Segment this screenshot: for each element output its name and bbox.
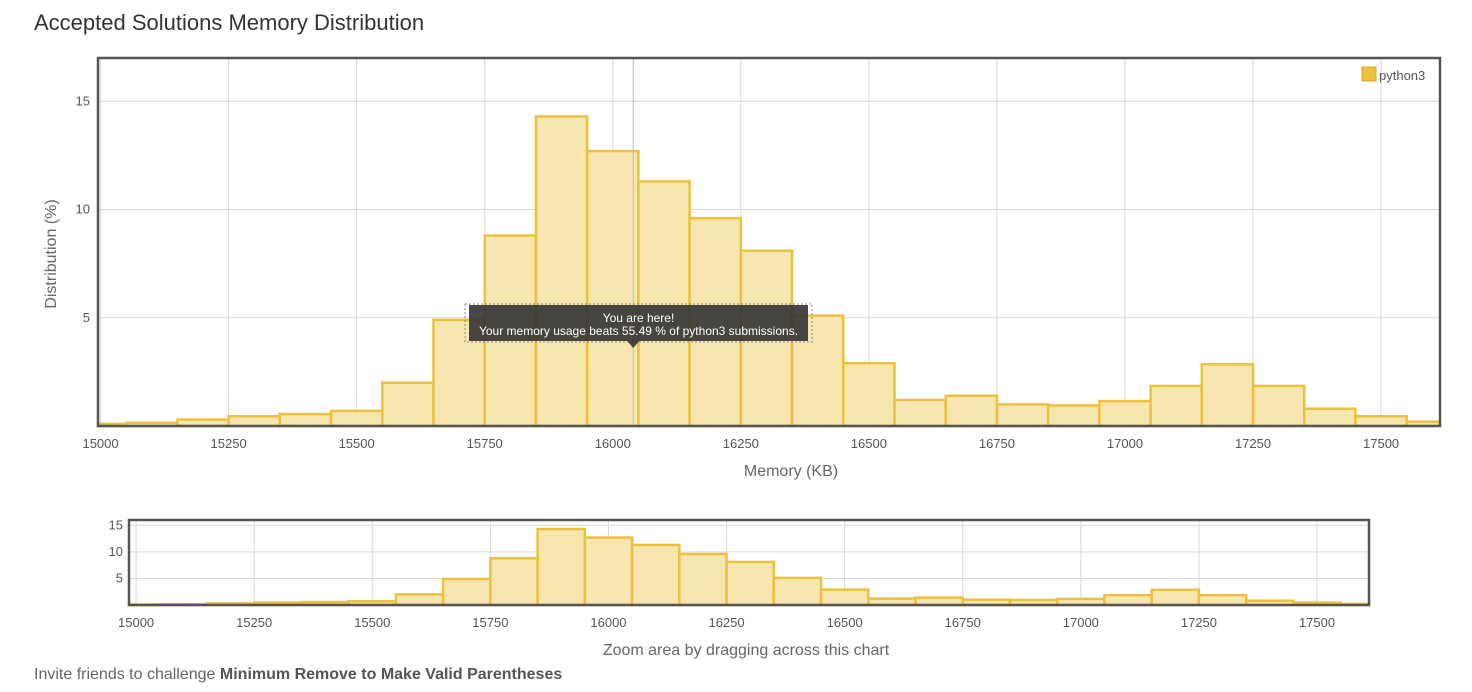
legend-label[interactable]: python3	[1379, 68, 1425, 83]
tooltip-line-2: Your memory usage beats 55.49 % of pytho…	[479, 324, 798, 338]
y-tick-label: 5	[83, 310, 90, 325]
tooltip-pointer	[627, 341, 640, 348]
nav-x-tick-label: 16000	[590, 615, 626, 630]
legend-swatch[interactable]	[1361, 66, 1377, 82]
nav-y-tick-label: 5	[116, 570, 123, 585]
x-tick-label: 17250	[1235, 436, 1271, 451]
nav-histogram-bar	[867, 597, 917, 607]
memory-distribution-chart[interactable]: 15000 15250 15500 15750 16000 16250 16500 16750…	[0, 0, 1472, 490]
nav-histogram-bar	[300, 600, 350, 607]
y-tick-label: 15	[76, 93, 90, 108]
x-tick-label: 15250	[211, 436, 247, 451]
tooltip-box	[469, 305, 808, 341]
nav-zoom-hint: Zoom area by dragging across this chart	[603, 642, 890, 659]
x-tick-label: 16000	[595, 436, 631, 451]
nav-histogram-bar	[536, 527, 587, 607]
nav-histogram-bar	[914, 596, 965, 607]
you-are-here-tooltip: You are here!Your memory usage beats 55.…	[464, 303, 813, 348]
nav-x-tick-label: 17000	[1063, 615, 1099, 630]
histogram-bar[interactable]	[585, 149, 640, 428]
histogram-bar[interactable]	[534, 115, 589, 428]
nav-histogram-bar	[1197, 593, 1248, 607]
nav-x-tick-label: 17250	[1181, 615, 1217, 630]
histogram-bar[interactable]	[1098, 399, 1152, 428]
nav-histogram-bar	[583, 536, 634, 607]
nav-histogram-bar	[725, 560, 776, 607]
nav-x-tick-label: 16500	[827, 615, 863, 630]
nav-histogram-bar	[489, 557, 539, 607]
nav-histogram-bar	[819, 588, 870, 607]
nav-histogram-bar	[630, 543, 681, 607]
x-tick-label: 15500	[339, 436, 375, 451]
nav-frame	[127, 518, 1371, 607]
x-axis-label: Memory (KB)	[744, 463, 838, 480]
nav-histogram-bar	[441, 577, 492, 607]
x-tick-label: 17500	[1363, 436, 1399, 451]
nav-histogram-bar	[1103, 593, 1153, 607]
y-tick-label: 10	[76, 202, 90, 217]
nav-histogram-bar	[252, 601, 303, 607]
tooltip-line-1: You are here!	[603, 311, 675, 325]
nav-histogram-bar	[1055, 597, 1106, 607]
nav-x-tick-label: 16250	[708, 615, 744, 630]
histogram-bar[interactable]	[893, 398, 947, 428]
histogram-bar[interactable]	[1149, 384, 1204, 428]
footer-prefix: Invite friends to challenge	[34, 666, 216, 683]
histogram-bar[interactable]	[944, 394, 999, 428]
nav-x-tick-label: 15000	[118, 615, 154, 630]
nav-histogram-bar	[1150, 588, 1201, 607]
nav-x-tick-label: 16750	[945, 615, 981, 630]
nav-histogram-bar	[1008, 598, 1059, 607]
nav-histogram-bar	[1244, 599, 1295, 607]
tooltip-outline	[464, 303, 813, 343]
nav-x-tick-label: 15250	[236, 615, 272, 630]
histogram-bar[interactable]	[329, 409, 384, 428]
histogram-bar[interactable]	[842, 361, 896, 428]
x-tick-label: 15000	[82, 436, 118, 451]
nav-histogram-bar	[347, 600, 398, 607]
nav-histogram-bar	[127, 603, 161, 607]
histogram-bar[interactable]	[1354, 415, 1408, 428]
invite-footer: Invite friends to challenge Minimum Remo…	[34, 666, 562, 684]
x-tick-label: 16250	[723, 436, 759, 451]
histogram-bar[interactable]	[1200, 363, 1255, 428]
nav-histogram-bar	[1339, 602, 1371, 607]
nav-x-tick-label: 17500	[1299, 615, 1335, 630]
histogram-bar[interactable]	[1303, 407, 1357, 428]
page-title: Accepted Solutions Memory Distribution	[34, 10, 425, 35]
nav-x-tick-label: 15500	[354, 615, 390, 630]
nav-histogram-bar	[961, 598, 1012, 607]
nav-histogram-bar	[1292, 601, 1342, 607]
x-tick-label: 16500	[851, 436, 887, 451]
nav-x-tick-label: 15750	[472, 615, 508, 630]
nav-y-tick-label: 15	[109, 517, 123, 532]
nav-histogram-bar	[678, 552, 728, 607]
x-tick-label: 16750	[979, 436, 1015, 451]
nav-y-tick-label: 10	[109, 544, 123, 559]
nav-histogram-bar	[394, 593, 445, 607]
histogram-bar[interactable]	[227, 415, 282, 428]
histogram-bar[interactable]	[995, 403, 1050, 428]
nav-histogram-bar	[158, 602, 209, 607]
plot-frame	[96, 56, 1442, 428]
histogram-bar[interactable]	[1251, 384, 1306, 428]
histogram-bar[interactable]	[1046, 404, 1101, 428]
nav-histogram-bar	[205, 602, 256, 607]
nav-histogram-bar	[772, 576, 823, 607]
y-axis-label: Distribution (%)	[43, 199, 60, 308]
footer-problem-name[interactable]: Minimum Remove to Make Valid Parentheses	[219, 666, 563, 683]
x-tick-label: 17000	[1107, 436, 1143, 451]
x-tick-label: 15750	[467, 436, 503, 451]
histogram-bar[interactable]	[278, 412, 333, 428]
histogram-bar[interactable]	[381, 381, 435, 428]
